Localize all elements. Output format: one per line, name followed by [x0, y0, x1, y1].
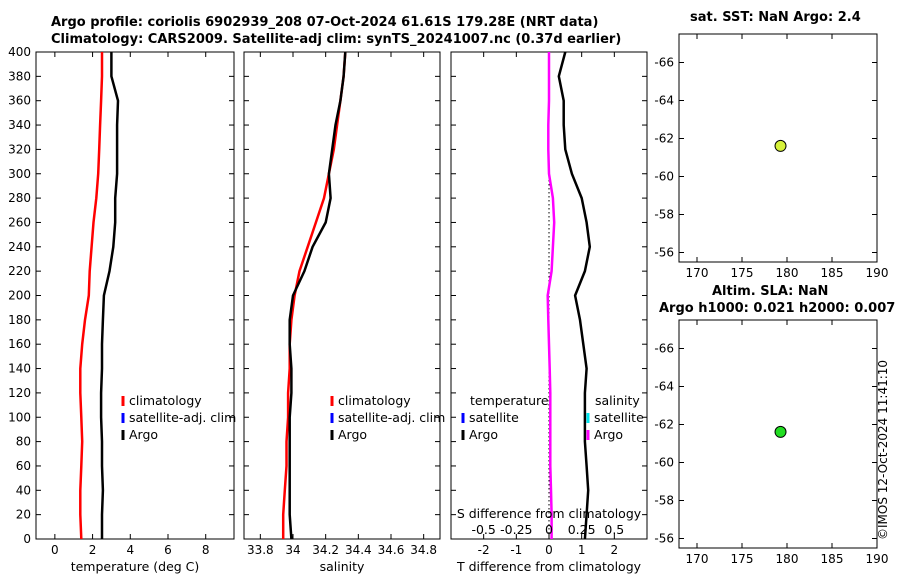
difference-xlabel: T difference from climatology [456, 559, 642, 574]
sla_map-ytick-label: -60 [654, 456, 674, 470]
temperature-ytick-label: 360 [8, 94, 31, 108]
sla_map-xtick-label: 185 [821, 552, 844, 566]
temperature-legend-label: Argo [129, 427, 158, 442]
difference-xtick-label: 1 [578, 543, 586, 557]
temperature-xtick-label: 8 [202, 543, 210, 557]
sla_map-ytick-label: -64 [654, 380, 674, 394]
temperature-ytick-label: 80 [16, 435, 31, 449]
temperature-xtick-label: 4 [126, 543, 134, 557]
difference-xtick-label: -2 [478, 543, 490, 557]
sla_map-argo-point [774, 425, 787, 438]
salinity-xtick-label: 33.8 [247, 543, 274, 557]
temperature-ytick-label: 180 [8, 313, 31, 327]
difference-temperature-legend-label: satellite [469, 410, 519, 425]
sla_map-xtick-label: 175 [731, 552, 754, 566]
difference-temperature-legend-label: Argo [469, 427, 498, 442]
temperature-ytick-label: 0 [23, 532, 31, 546]
sst_map-ytick-label: -56 [654, 246, 674, 260]
temperature-ytick-label: 200 [8, 289, 31, 303]
difference-xtick-label: 0 [545, 543, 553, 557]
difference-s-tick-label: 0 [545, 522, 553, 537]
difference-xtick-label: -1 [510, 543, 522, 557]
difference-xtick-label: 2 [611, 543, 619, 557]
temperature-ytick-label: 220 [8, 264, 31, 278]
temperature-legend-label: satellite-adj. clim [129, 410, 236, 425]
difference-s-tick-label: -0.5 [471, 522, 495, 537]
temperature-ytick-label: 300 [8, 167, 31, 181]
temperature-ytick-label: 140 [8, 362, 31, 376]
sla_map-ytick-label: -66 [654, 342, 674, 356]
difference-series-s-difference-argo [546, 52, 556, 539]
sla_map-ytick-label: -58 [654, 494, 674, 508]
sla_map-xtick-label: 180 [776, 552, 799, 566]
temperature-ytick-label: 400 [8, 45, 31, 59]
salinity-legend-label: climatology [338, 393, 411, 408]
difference-legend-temperature-title: temperature [470, 393, 549, 408]
sst_map-axes-frame [678, 33, 878, 263]
difference-legend-salinity-title: salinity [595, 393, 640, 408]
sla_map-xtick-label: 190 [866, 552, 889, 566]
figure-title-line2: Climatology: CARS2009. Satellite-adj cli… [51, 32, 622, 47]
temperature-ytick-label: 100 [8, 410, 31, 424]
temperature-xtick-label: 6 [164, 543, 172, 557]
difference-s-axis-label: S difference from climatology [457, 506, 642, 521]
temperature-xlabel: temperature (deg C) [71, 559, 200, 574]
temperature-legend-label: climatology [129, 393, 202, 408]
sst_map-ytick-label: -62 [654, 132, 674, 146]
sla-map-title: Altim. SLA: NaN [712, 284, 829, 299]
temperature-axes-frame [35, 51, 235, 540]
temperature-ytick-label: 60 [16, 459, 31, 473]
temperature-ytick-label: 380 [8, 69, 31, 83]
sla_map-xtick-label: 170 [686, 552, 709, 566]
temperature-ytick-label: 340 [8, 118, 31, 132]
figure-title-line1: Argo profile: coriolis 6902939_208 07-Oc… [51, 15, 599, 30]
difference-s-tick-label: -0.25 [500, 522, 532, 537]
difference-series-t-difference-argo [557, 51, 592, 540]
salinity-legend-label: satellite-adj. clim [338, 410, 445, 425]
temperature-ytick-label: 40 [16, 483, 31, 497]
salinity-series-climatology [281, 51, 347, 539]
salinity-legend-label: Argo [338, 427, 367, 442]
sst_map-ytick-label: -60 [654, 170, 674, 184]
difference-salinity-legend-label: satellite [594, 410, 644, 425]
sst_map-xtick-label: 180 [776, 266, 799, 280]
salinity-xtick-label: 34.2 [312, 543, 339, 557]
sst_map-xtick-label: 170 [686, 266, 709, 280]
difference-s-tick-label: 0.5 [604, 522, 624, 537]
temperature-xtick-label: 0 [51, 543, 59, 557]
salinity-xtick-label: 34.4 [345, 543, 372, 557]
salinity-xtick-label: 34.6 [378, 543, 405, 557]
sst_map-argo-point [774, 139, 787, 152]
sst_map-ytick-label: -66 [654, 56, 674, 70]
salinity-xlabel: salinity [320, 559, 365, 574]
temperature-ytick-label: 20 [16, 508, 31, 522]
sla_map-ytick-label: -56 [654, 532, 674, 546]
salinity-series-argo [288, 51, 347, 540]
difference-salinity-legend-label: Argo [594, 427, 623, 442]
salinity-axes-frame [243, 51, 441, 540]
sst_map-xtick-label: 190 [866, 266, 889, 280]
sst_map-xtick-label: 175 [731, 266, 754, 280]
temperature-ytick-label: 320 [8, 142, 31, 156]
temperature-ytick-label: 120 [8, 386, 31, 400]
sla_map-axes-frame [678, 319, 878, 549]
sst_map-xtick-label: 185 [821, 266, 844, 280]
temperature-ytick-label: 280 [8, 191, 31, 205]
sst_map-ytick-label: -58 [654, 208, 674, 222]
sla-map-subtitle: Argo h1000: 0.021 h2000: 0.007 [659, 301, 896, 316]
sst_map-ytick-label: -64 [654, 94, 674, 108]
salinity-xtick-label: 34 [285, 543, 300, 557]
sla_map-ytick-label: -62 [654, 418, 674, 432]
temperature-xtick-label: 2 [89, 543, 97, 557]
temperature-series-argo [99, 52, 120, 539]
salinity-xtick-label: 34.8 [410, 543, 437, 557]
temperature-ytick-label: 260 [8, 215, 31, 229]
temperature-ytick-label: 240 [8, 240, 31, 254]
difference-s-tick-label: 0.25 [568, 522, 596, 537]
temperature-series-climatology [79, 52, 104, 540]
sst-map-title: sat. SST: NaN Argo: 2.4 [690, 10, 861, 25]
temperature-ytick-label: 160 [8, 337, 31, 351]
